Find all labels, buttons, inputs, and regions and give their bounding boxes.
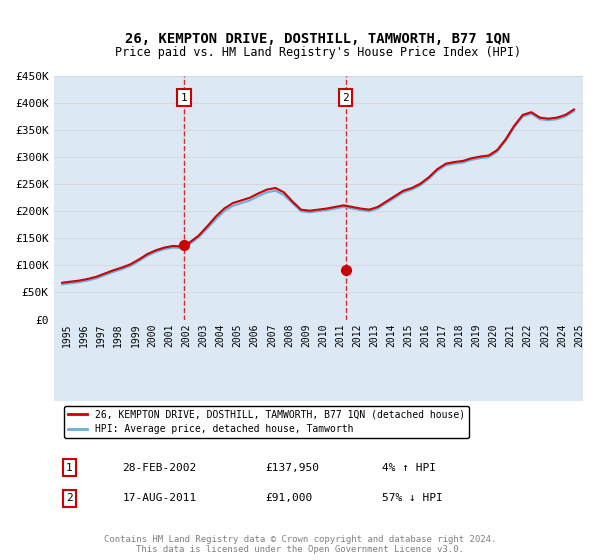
Text: 1: 1 [66, 463, 73, 473]
Text: 1997: 1997 [96, 324, 106, 347]
Text: Price paid vs. HM Land Registry's House Price Index (HPI): Price paid vs. HM Land Registry's House … [115, 46, 521, 59]
Text: 4% ↑ HPI: 4% ↑ HPI [382, 463, 436, 473]
Text: 2014: 2014 [386, 324, 396, 347]
Text: 57% ↓ HPI: 57% ↓ HPI [382, 493, 442, 503]
Text: 2010: 2010 [318, 324, 328, 347]
Legend: 26, KEMPTON DRIVE, DOSTHILL, TAMWORTH, B77 1QN (detached house), HPI: Average pr: 26, KEMPTON DRIVE, DOSTHILL, TAMWORTH, B… [64, 405, 469, 438]
Text: 2006: 2006 [250, 324, 260, 347]
Text: 1996: 1996 [79, 324, 89, 347]
Text: 2016: 2016 [421, 324, 430, 347]
Text: Contains HM Land Registry data © Crown copyright and database right 2024.
This d: Contains HM Land Registry data © Crown c… [104, 535, 496, 554]
Text: 17-AUG-2011: 17-AUG-2011 [122, 493, 197, 503]
Text: 2008: 2008 [284, 324, 294, 347]
Text: 2: 2 [66, 493, 73, 503]
Text: 2025: 2025 [574, 324, 584, 347]
Text: 28-FEB-2002: 28-FEB-2002 [122, 463, 197, 473]
Text: 1995: 1995 [62, 324, 72, 347]
Text: 2012: 2012 [352, 324, 362, 347]
Text: 2020: 2020 [488, 324, 499, 347]
Text: 2019: 2019 [472, 324, 482, 347]
Text: 2021: 2021 [506, 324, 516, 347]
Text: 2001: 2001 [164, 324, 175, 347]
Text: 2011: 2011 [335, 324, 345, 347]
Text: 2007: 2007 [267, 324, 277, 347]
Text: 2018: 2018 [455, 324, 464, 347]
Text: 2003: 2003 [199, 324, 209, 347]
Text: £137,950: £137,950 [265, 463, 319, 473]
Text: 2009: 2009 [301, 324, 311, 347]
Text: 2023: 2023 [540, 324, 550, 347]
Text: 2004: 2004 [215, 324, 226, 347]
Text: 2022: 2022 [523, 324, 533, 347]
Text: 2017: 2017 [437, 324, 448, 347]
Text: 2015: 2015 [403, 324, 413, 347]
Text: 2: 2 [343, 92, 349, 102]
Text: 2013: 2013 [369, 324, 379, 347]
Text: 1998: 1998 [113, 324, 124, 347]
Text: 2002: 2002 [182, 324, 191, 347]
Text: 26, KEMPTON DRIVE, DOSTHILL, TAMWORTH, B77 1QN: 26, KEMPTON DRIVE, DOSTHILL, TAMWORTH, B… [125, 32, 511, 46]
Text: 2005: 2005 [233, 324, 243, 347]
Text: £91,000: £91,000 [265, 493, 313, 503]
Text: 1: 1 [181, 92, 188, 102]
Text: 2000: 2000 [148, 324, 157, 347]
Text: 1999: 1999 [130, 324, 140, 347]
Text: 2024: 2024 [557, 324, 567, 347]
